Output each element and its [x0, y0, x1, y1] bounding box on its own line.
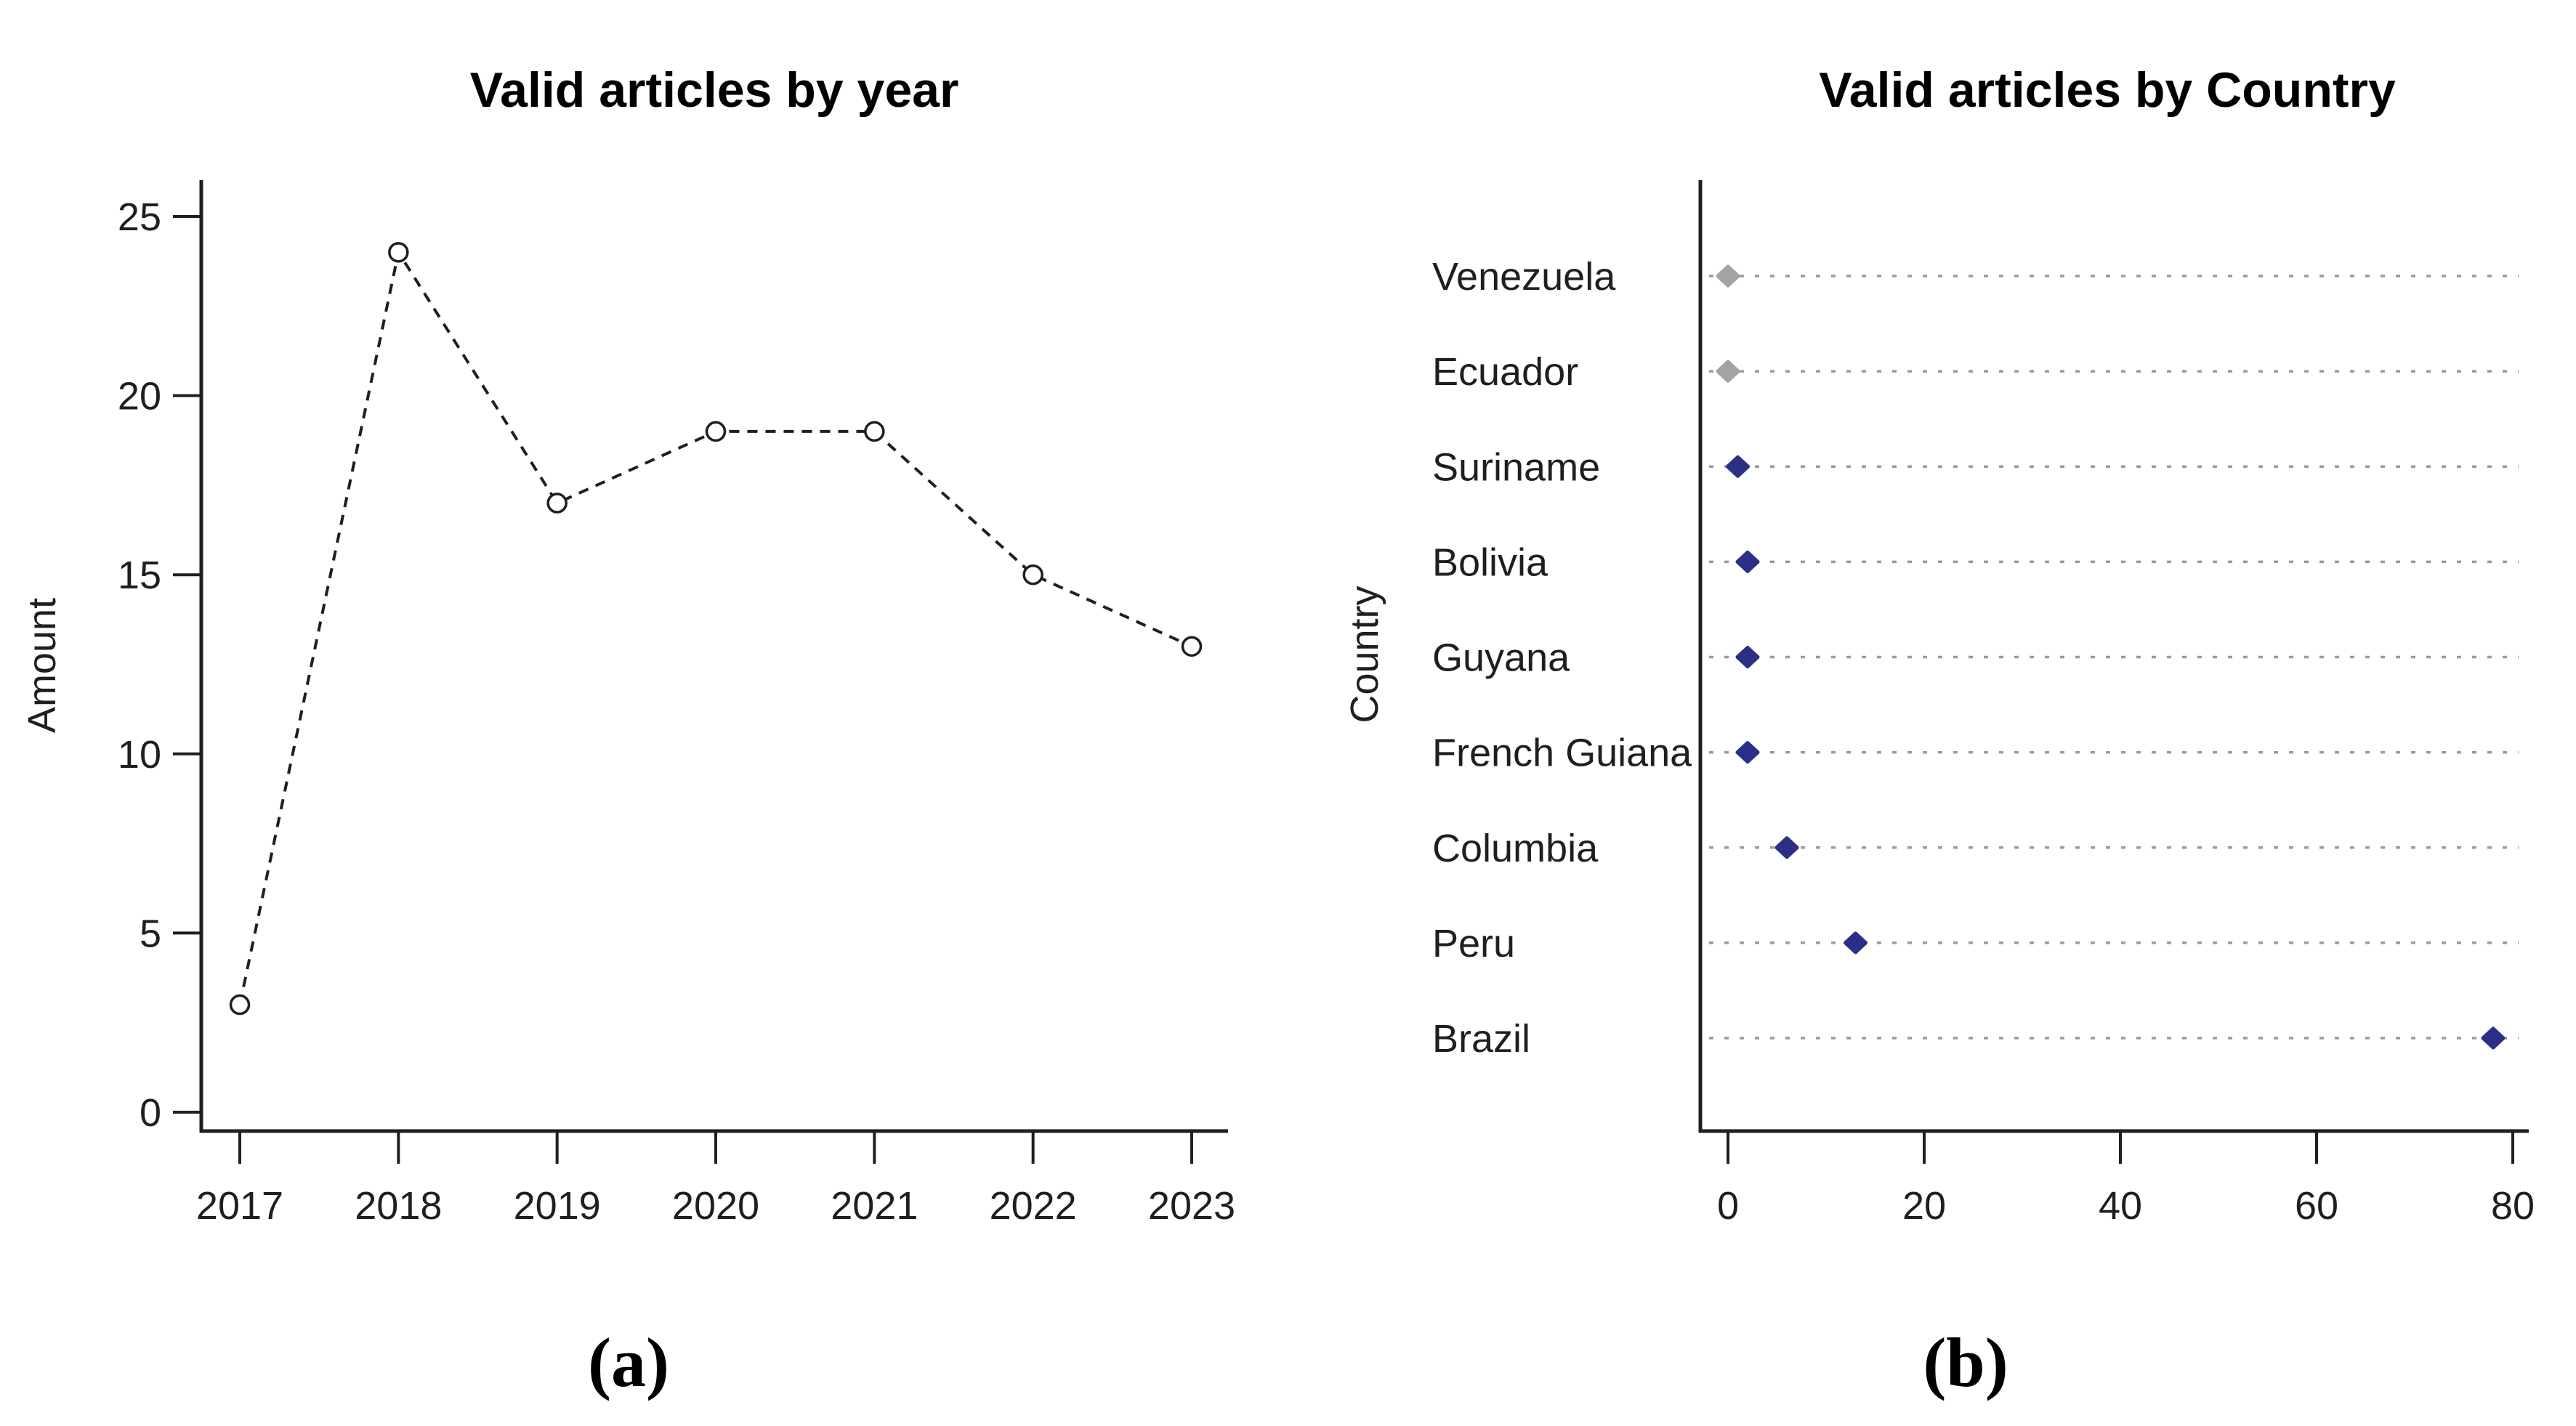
b-country-dot	[1716, 360, 1740, 383]
b-country-dot	[1735, 646, 1760, 668]
a-x-tick-label: 2020	[672, 1184, 759, 1228]
a-data-point-marker	[388, 242, 409, 263]
a-trend-line	[238, 248, 1192, 1005]
country-axis-label: Country	[1343, 586, 1386, 724]
b-country-label: Peru	[1432, 922, 1515, 965]
caption-b: (b)	[1923, 1324, 2008, 1401]
a-y-tick-label: 0	[140, 1091, 161, 1135]
a-y-tick-label: 15	[118, 554, 161, 597]
b-country-dot	[1716, 264, 1740, 288]
a-data-point-marker	[705, 421, 727, 442]
a-data-point-marker	[1022, 564, 1043, 586]
a-data-point-marker	[229, 994, 251, 1016]
chart-b-title: Valid articles by Country	[1819, 62, 2396, 118]
a-data-point-marker	[546, 493, 568, 514]
b-country-label: Brazil	[1432, 1017, 1530, 1061]
a-x-tick-label: 2018	[355, 1184, 442, 1228]
b-country-label: Ecuador	[1432, 350, 1578, 394]
b-x-tick-label: 40	[2099, 1184, 2142, 1228]
amount-axis-label: Amount	[20, 597, 64, 734]
b-country-label: Venezuela	[1432, 255, 1616, 299]
a-y-tick-label: 20	[118, 375, 161, 418]
b-x-tick-label: 80	[2491, 1184, 2535, 1228]
b-country-label: Columbia	[1432, 827, 1599, 870]
b-country-dot	[1726, 455, 1750, 478]
a-x-tick-label: 2022	[990, 1184, 1077, 1228]
caption-a: (a)	[588, 1324, 669, 1401]
a-x-tick-label: 2023	[1148, 1184, 1235, 1228]
a-data-point-marker	[1181, 636, 1203, 657]
b-x-tick-label: 60	[2295, 1184, 2338, 1228]
b-country-label: Suriname	[1432, 445, 1600, 489]
b-country-dot	[2481, 1026, 2506, 1050]
a-data-point-marker	[864, 421, 885, 442]
b-country-dot	[1735, 741, 1760, 764]
a-x-tick-label: 2021	[831, 1184, 918, 1228]
b-x-tick-label: 0	[1717, 1184, 1739, 1228]
b-country-label: French Guiana	[1432, 732, 1692, 775]
b-x-tick-label: 20	[1902, 1184, 1946, 1228]
a-y-tick-label: 10	[118, 733, 161, 777]
a-y-tick-label: 5	[140, 912, 161, 955]
a-x-tick-label: 2017	[196, 1184, 283, 1228]
a-y-tick-label: 25	[118, 195, 161, 239]
chart-a-title: Valid articles by year	[469, 62, 959, 118]
b-country-dot	[1844, 931, 1868, 955]
b-country-dot	[1774, 836, 1799, 859]
b-country-label: Guyana	[1432, 636, 1570, 680]
b-country-label: Bolivia	[1432, 540, 1549, 584]
b-country-dot	[1735, 550, 1760, 573]
a-x-tick-label: 2019	[514, 1184, 601, 1228]
